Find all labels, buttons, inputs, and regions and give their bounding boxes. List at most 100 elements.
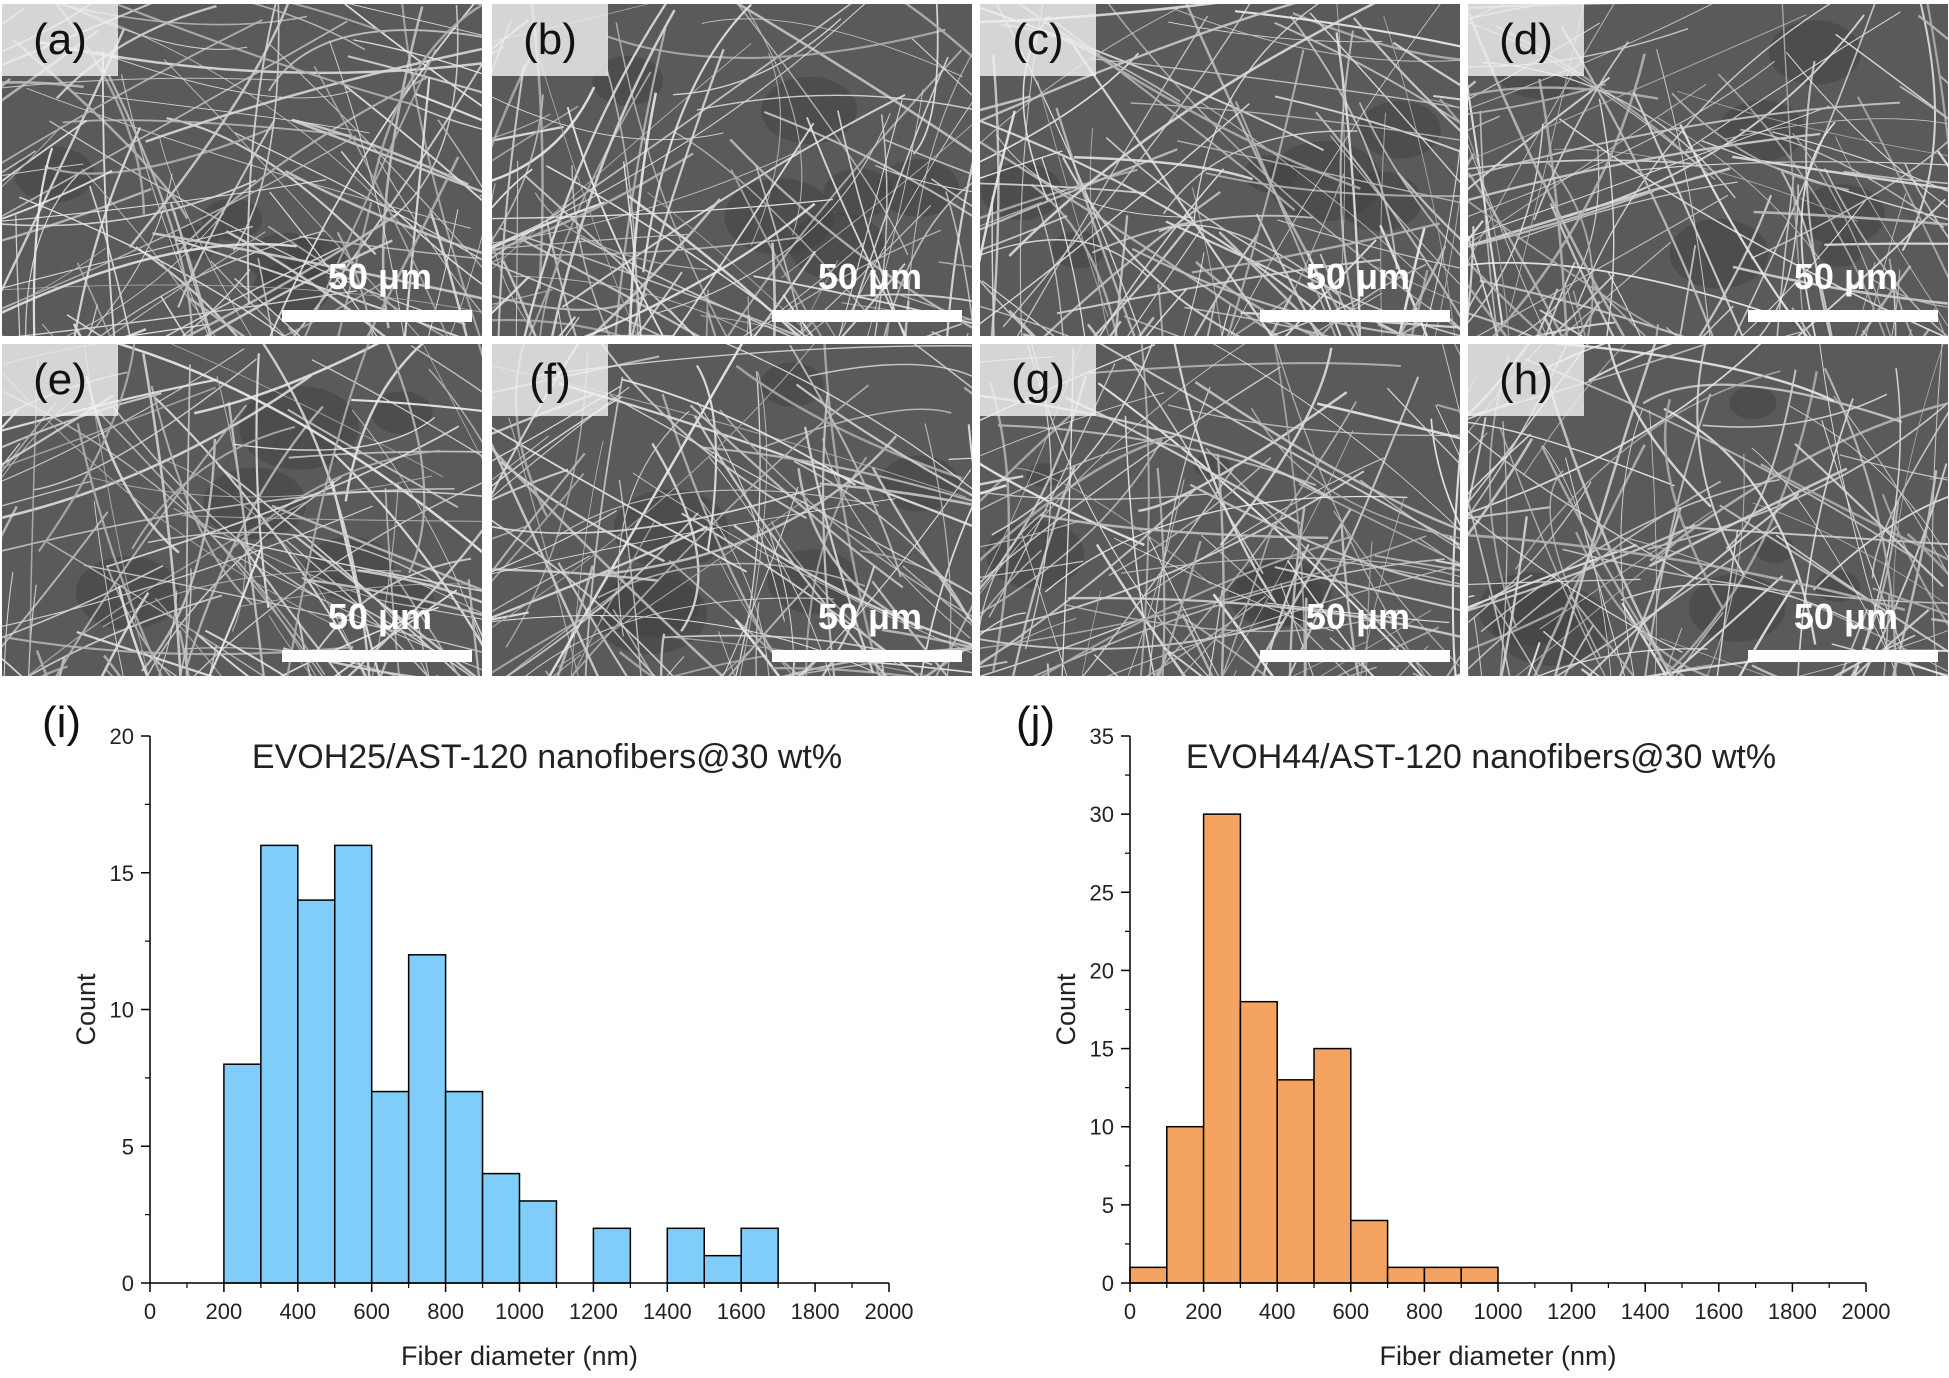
y-tick-label: 20 bbox=[1090, 958, 1114, 983]
histogram-bar bbox=[592, 1227, 632, 1284]
x-tick-label: 1200 bbox=[1547, 1299, 1596, 1324]
sem-fiber-texture bbox=[492, 344, 972, 676]
histogram-bar bbox=[666, 1227, 705, 1284]
panel-letter-label: (e) bbox=[2, 344, 118, 416]
panel-letter-label: (g) bbox=[980, 344, 1096, 416]
x-tick-label: 0 bbox=[144, 1299, 156, 1324]
histogram-bar bbox=[1239, 1000, 1278, 1284]
histogram-bar bbox=[370, 1090, 410, 1284]
y-tick-label: 10 bbox=[1090, 1115, 1114, 1140]
sem-fiber-texture bbox=[1468, 4, 1948, 336]
x-axis-label: Fiber diameter (nm) bbox=[401, 1341, 638, 1371]
histogram-bar bbox=[1129, 1266, 1168, 1284]
sem-image-panel: (b) 50 μm bbox=[492, 4, 972, 336]
histogram-bar bbox=[1202, 813, 1242, 1284]
chart-title: EVOH44/AST-120 nanofibers@30 wt% bbox=[1186, 738, 1776, 776]
histogram-bar bbox=[407, 954, 447, 1284]
y-tick-label: 35 bbox=[1090, 724, 1114, 749]
panel-letter-label: (c) bbox=[980, 4, 1096, 76]
x-tick-label: 200 bbox=[1185, 1299, 1222, 1324]
chart-letter-j: (j) bbox=[1016, 698, 1056, 747]
histogram-bar bbox=[1386, 1266, 1426, 1284]
y-axis-label: Count bbox=[71, 973, 101, 1046]
y-tick-label: 10 bbox=[110, 998, 134, 1023]
scale-bar bbox=[1260, 310, 1450, 322]
x-tick-label: 800 bbox=[427, 1299, 464, 1324]
x-tick-label: 2000 bbox=[865, 1299, 914, 1324]
scale-bar bbox=[1260, 650, 1450, 662]
sem-image-grid: (a) 50 μm (b) 50 μm (c) 50 μm (d) 50 μm (e) 50 μm… bbox=[2, 4, 1948, 676]
chart-title: EVOH25/AST-120 nanofibers@30 wt% bbox=[252, 738, 842, 776]
x-tick-label: 1000 bbox=[495, 1299, 544, 1324]
sem-image-panel: (c) 50 μm bbox=[980, 4, 1460, 336]
sem-image-panel: (g) 50 μm bbox=[980, 344, 1460, 676]
panel-letter-label: (a) bbox=[2, 4, 118, 76]
scale-bar-label: 50 μm bbox=[1305, 596, 1410, 637]
x-tick-label: 0 bbox=[1124, 1299, 1136, 1324]
scale-bar-label: 50 μm bbox=[1793, 256, 1898, 297]
histogram-bar bbox=[1350, 1219, 1389, 1284]
histogram-bar bbox=[518, 1200, 558, 1284]
x-tick-label: 1600 bbox=[1694, 1299, 1743, 1324]
histogram-bar bbox=[1166, 1125, 1205, 1284]
scale-bar-label: 50 μm bbox=[817, 256, 922, 297]
x-tick-label: 400 bbox=[279, 1299, 316, 1324]
y-tick-label: 20 bbox=[110, 724, 134, 749]
scale-bar bbox=[282, 650, 472, 662]
sem-image-panel: (f) 50 μm bbox=[492, 344, 972, 676]
scale-bar bbox=[772, 650, 962, 662]
x-tick-label: 800 bbox=[1406, 1299, 1443, 1324]
histogram-bar bbox=[703, 1254, 742, 1284]
panel-letter-label: (d) bbox=[1468, 4, 1584, 76]
x-tick-label: 600 bbox=[1332, 1299, 1369, 1324]
scale-bar bbox=[1748, 650, 1938, 662]
scale-bar bbox=[1748, 310, 1938, 322]
chart-letter-i: (i) bbox=[42, 698, 82, 747]
scale-bar-label: 50 μm bbox=[1305, 256, 1410, 297]
histogram-bar bbox=[444, 1090, 484, 1284]
y-tick-label: 0 bbox=[122, 1271, 134, 1296]
panel-letter-label: (b) bbox=[492, 4, 608, 76]
scale-bar-label: 50 μm bbox=[327, 596, 432, 637]
scale-bar-label: 50 μm bbox=[1793, 596, 1898, 637]
sem-image-panel: (e) 50 μm bbox=[2, 344, 482, 676]
x-tick-label: 1600 bbox=[717, 1299, 766, 1324]
sem-fiber-texture bbox=[492, 4, 972, 336]
panel-letter-label: (h) bbox=[1468, 344, 1584, 416]
x-axis-label: Fiber diameter (nm) bbox=[1379, 1341, 1616, 1371]
sem-fiber-texture bbox=[2, 344, 482, 676]
x-tick-label: 2000 bbox=[1842, 1299, 1891, 1324]
sem-fiber-texture bbox=[980, 4, 1460, 336]
x-tick-label: 1000 bbox=[1474, 1299, 1523, 1324]
histogram-bar bbox=[481, 1172, 521, 1284]
y-tick-label: 0 bbox=[1102, 1271, 1114, 1296]
sem-image-panel: (h) 50 μm bbox=[1468, 344, 1948, 676]
scale-bar-label: 50 μm bbox=[817, 596, 922, 637]
histogram-bar bbox=[223, 1063, 262, 1284]
y-axis-label: Count bbox=[1051, 973, 1081, 1046]
x-tick-label: 1200 bbox=[569, 1299, 618, 1324]
scale-bar-label: 50 μm bbox=[327, 256, 432, 297]
y-tick-label: 15 bbox=[110, 861, 134, 886]
histogram-bar bbox=[334, 844, 373, 1284]
histogram-bar bbox=[1460, 1266, 1499, 1284]
histogram-bar bbox=[260, 844, 299, 1284]
histogram-bar bbox=[1276, 1079, 1315, 1284]
sem-image-panel: (a) 50 μm bbox=[2, 4, 482, 336]
histogram-evoh25: 0 200 400 600 800 1000 1200 1400 1600 1800 2000 0 5 1… bbox=[71, 724, 914, 1371]
histogram-bar bbox=[1423, 1266, 1462, 1284]
x-tick-label: 600 bbox=[353, 1299, 390, 1324]
histogram-bar bbox=[1313, 1047, 1352, 1284]
y-tick-label: 15 bbox=[1090, 1037, 1114, 1062]
histogram-bar bbox=[740, 1227, 779, 1284]
x-tick-label: 1800 bbox=[1768, 1299, 1817, 1324]
y-tick-label: 30 bbox=[1090, 802, 1114, 827]
scale-bar bbox=[282, 310, 472, 322]
x-tick-label: 1400 bbox=[1621, 1299, 1670, 1324]
sem-image-panel: (d) 50 μm bbox=[1468, 4, 1948, 336]
panel-letter-label: (f) bbox=[492, 344, 608, 416]
x-tick-label: 400 bbox=[1259, 1299, 1296, 1324]
x-tick-label: 1400 bbox=[643, 1299, 692, 1324]
histogram-evoh44: 0 200 400 600 800 1000 1200 1400 1600 1800 2000 0 5 1… bbox=[1051, 724, 1891, 1371]
y-tick-label: 25 bbox=[1090, 880, 1114, 905]
